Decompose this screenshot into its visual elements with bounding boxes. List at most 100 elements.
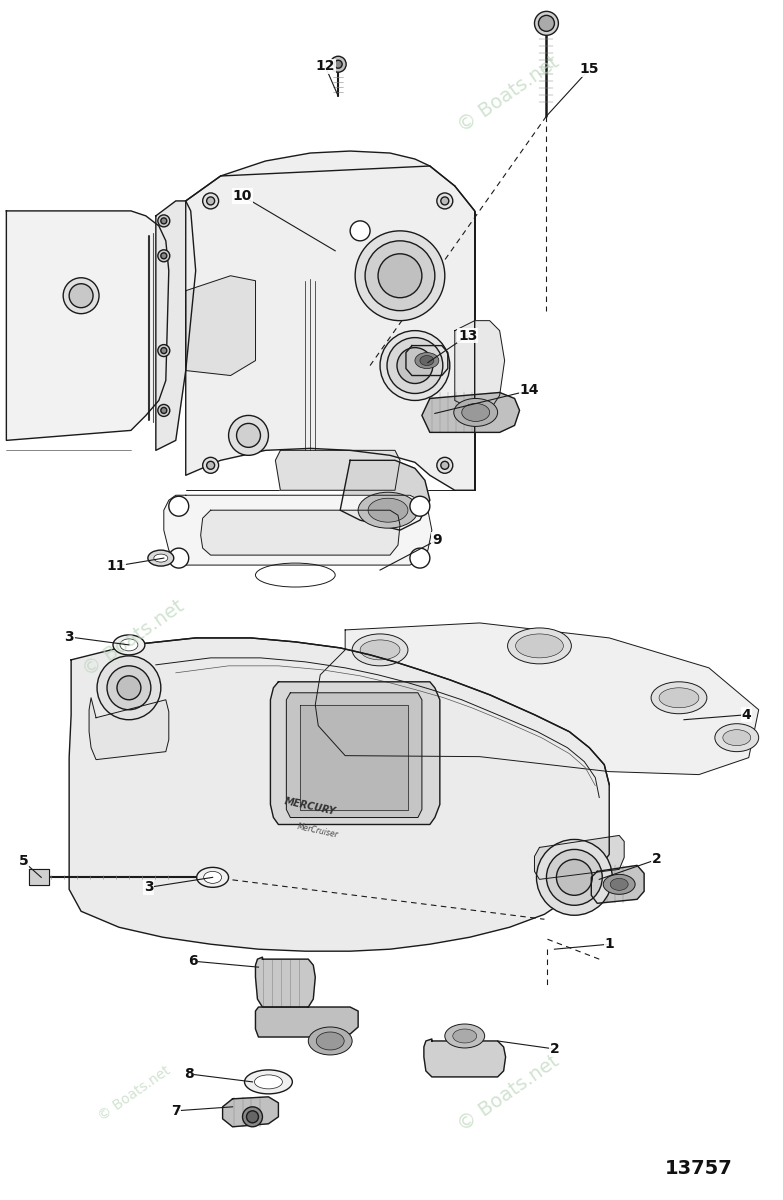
Polygon shape <box>29 869 49 886</box>
Ellipse shape <box>158 404 170 416</box>
Ellipse shape <box>453 1030 477 1043</box>
Ellipse shape <box>378 254 422 298</box>
Ellipse shape <box>610 878 628 890</box>
Polygon shape <box>164 496 432 565</box>
Ellipse shape <box>437 193 453 209</box>
Ellipse shape <box>507 628 572 664</box>
Text: MERCURY: MERCURY <box>283 796 337 816</box>
Ellipse shape <box>415 353 438 368</box>
Polygon shape <box>156 200 196 450</box>
Polygon shape <box>455 320 504 410</box>
Ellipse shape <box>161 218 167 224</box>
Ellipse shape <box>204 871 222 883</box>
Ellipse shape <box>410 497 430 516</box>
Polygon shape <box>424 1039 506 1076</box>
Polygon shape <box>301 704 408 810</box>
Ellipse shape <box>203 457 218 473</box>
Ellipse shape <box>203 193 218 209</box>
Polygon shape <box>89 697 169 760</box>
Ellipse shape <box>309 1027 352 1055</box>
Ellipse shape <box>148 550 174 566</box>
Polygon shape <box>287 692 422 817</box>
Ellipse shape <box>651 682 707 714</box>
Ellipse shape <box>723 730 751 745</box>
Text: 1: 1 <box>604 937 614 952</box>
Text: 12: 12 <box>316 59 335 73</box>
Polygon shape <box>340 461 430 530</box>
Ellipse shape <box>169 497 189 516</box>
Ellipse shape <box>380 331 449 401</box>
Ellipse shape <box>207 461 215 469</box>
Ellipse shape <box>107 666 151 709</box>
Polygon shape <box>255 1007 358 1037</box>
Ellipse shape <box>441 197 449 205</box>
Polygon shape <box>406 346 448 376</box>
Polygon shape <box>200 510 400 556</box>
Ellipse shape <box>659 688 699 708</box>
Polygon shape <box>591 865 644 904</box>
Ellipse shape <box>247 1111 258 1123</box>
Text: 10: 10 <box>233 188 252 203</box>
Text: 2: 2 <box>652 852 662 866</box>
Ellipse shape <box>441 461 449 469</box>
Text: 15: 15 <box>579 62 599 77</box>
Ellipse shape <box>236 424 261 448</box>
Ellipse shape <box>397 348 433 384</box>
Polygon shape <box>535 835 624 880</box>
Polygon shape <box>422 392 520 432</box>
Text: © Boats.net: © Boats.net <box>80 596 188 680</box>
Text: 13: 13 <box>458 329 478 343</box>
Ellipse shape <box>715 724 759 751</box>
Ellipse shape <box>113 635 145 655</box>
Ellipse shape <box>603 875 635 894</box>
Ellipse shape <box>158 215 170 227</box>
Ellipse shape <box>535 11 558 35</box>
Text: 3: 3 <box>144 881 153 894</box>
Ellipse shape <box>350 221 370 241</box>
Text: 13757: 13757 <box>665 1159 733 1178</box>
Ellipse shape <box>69 283 93 307</box>
Polygon shape <box>69 638 609 952</box>
Ellipse shape <box>515 634 564 658</box>
Ellipse shape <box>197 868 229 887</box>
Ellipse shape <box>158 344 170 356</box>
Ellipse shape <box>360 640 400 660</box>
Polygon shape <box>186 151 474 491</box>
Text: 11: 11 <box>106 559 126 574</box>
Ellipse shape <box>365 241 435 311</box>
Polygon shape <box>222 1097 279 1127</box>
Ellipse shape <box>334 60 342 68</box>
Text: 8: 8 <box>184 1067 193 1081</box>
Ellipse shape <box>462 403 489 421</box>
Text: © Boats.net: © Boats.net <box>96 1063 173 1123</box>
Ellipse shape <box>368 498 408 522</box>
Ellipse shape <box>97 656 161 720</box>
Polygon shape <box>6 211 169 440</box>
Text: 14: 14 <box>520 384 539 397</box>
Ellipse shape <box>229 415 269 455</box>
Ellipse shape <box>387 337 443 394</box>
Ellipse shape <box>243 1106 262 1127</box>
Ellipse shape <box>117 676 141 700</box>
Ellipse shape <box>330 56 346 72</box>
Ellipse shape <box>153 554 168 562</box>
Ellipse shape <box>207 197 215 205</box>
Text: MerCruiser: MerCruiser <box>297 822 340 840</box>
Ellipse shape <box>358 492 418 528</box>
Ellipse shape <box>557 859 592 895</box>
Ellipse shape <box>437 457 453 473</box>
Text: © Boats.net: © Boats.net <box>454 1051 563 1135</box>
Text: 3: 3 <box>64 630 74 644</box>
Text: 2: 2 <box>550 1042 559 1056</box>
Ellipse shape <box>454 398 498 426</box>
Polygon shape <box>255 958 316 1007</box>
Text: 4: 4 <box>742 708 752 721</box>
Ellipse shape <box>355 230 445 320</box>
Ellipse shape <box>161 348 167 354</box>
Ellipse shape <box>120 638 138 650</box>
Polygon shape <box>186 276 255 376</box>
Ellipse shape <box>316 1032 345 1050</box>
Ellipse shape <box>445 1024 485 1048</box>
Text: 9: 9 <box>432 533 442 547</box>
Ellipse shape <box>539 16 554 31</box>
